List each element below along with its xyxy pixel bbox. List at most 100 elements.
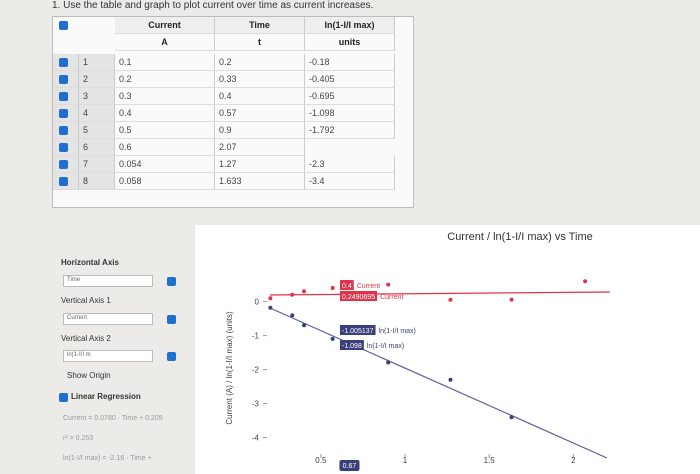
- table-cell: 0.33: [215, 71, 305, 88]
- ln-point: [290, 313, 295, 318]
- table-cell: 0.058: [115, 173, 215, 190]
- hover-name: Current: [357, 283, 380, 290]
- column-unit: A: [115, 34, 215, 51]
- fit-equation: r² = 0.253: [63, 435, 94, 442]
- current-point: [302, 289, 307, 294]
- panel-heading: Horizontal Axis: [61, 258, 119, 267]
- table-cell: 0.5: [115, 122, 215, 139]
- ln-point: [448, 377, 453, 382]
- hover-value: -1.098: [342, 343, 362, 350]
- row-index: 5: [79, 122, 115, 139]
- ln-point: [509, 415, 514, 420]
- hover-name: ln(1-I/I max): [367, 343, 404, 350]
- row-index: 3: [79, 88, 115, 105]
- hover-badge: [340, 291, 378, 301]
- checkbox-label: Linear Regression: [71, 392, 141, 401]
- axis-toggle: [167, 277, 176, 286]
- table-cell: -0.405: [305, 71, 395, 88]
- cursor-badge: [339, 460, 360, 471]
- ln-fit-line: [269, 307, 608, 459]
- axis-select: ln(1-I/I m: [63, 350, 153, 362]
- current-point: [330, 286, 335, 290]
- row-index: 4: [79, 105, 115, 122]
- row-checkbox: [59, 58, 68, 67]
- hover-badge: [340, 340, 364, 350]
- current-fit-line: [269, 291, 611, 296]
- panel-heading: Vertical Axis 2: [61, 334, 111, 343]
- ln-point: [386, 360, 391, 365]
- row-checkbox: [59, 143, 68, 152]
- y-tick-label: -1: [252, 332, 260, 341]
- row-index: 7: [79, 156, 115, 173]
- table-cell: 0.3: [115, 88, 215, 105]
- column-header: Current: [115, 17, 215, 34]
- table-cell: -0.695: [305, 88, 395, 105]
- row-index: 8: [79, 173, 115, 190]
- table-cell: 1.633: [215, 173, 305, 190]
- regression-checkbox: [59, 393, 68, 402]
- table-cell: -3.4: [305, 173, 395, 190]
- hover-name: Current: [380, 294, 403, 301]
- table-cell: 0.054: [115, 156, 215, 173]
- ln-point: [330, 336, 335, 341]
- current-point: [290, 292, 295, 297]
- row-checkbox: [59, 109, 68, 118]
- panel-heading: Vertical Axis 1: [61, 296, 111, 305]
- table-cell: 0.2: [215, 54, 305, 71]
- column-header: ln(1-I/I max): [305, 17, 395, 34]
- x-tick-label: 1: [403, 456, 408, 465]
- table-cell: 0.4: [215, 88, 305, 105]
- row-index: 6: [79, 139, 115, 156]
- axis-panel: Horizontal Axis Time Vertical Axis 1 Curren…: [55, 225, 195, 474]
- graph-area: [195, 225, 700, 474]
- table-cell: -1.098: [305, 105, 395, 122]
- row-checkbox: [59, 126, 68, 135]
- current-point: [386, 282, 391, 287]
- table-cell: -2.3: [305, 156, 395, 173]
- current-point: [509, 297, 514, 302]
- current-point: [448, 297, 453, 302]
- row-checkbox: [59, 92, 68, 101]
- row-index: 1: [79, 54, 115, 71]
- table-cell: 0.4: [115, 105, 215, 122]
- x-tick-label: 2: [571, 456, 576, 465]
- checkbox-label: Show Origin: [67, 371, 111, 380]
- fit-equation: Current = 0.0780 · Time + 0.205: [63, 415, 163, 422]
- axis-select: Time: [63, 275, 153, 287]
- axis-select: Current: [63, 313, 153, 325]
- row-checkbox: [59, 177, 68, 186]
- column-header: Time: [215, 17, 305, 34]
- column-unit: units: [305, 34, 395, 51]
- data-table: Current A Time t ln(1-I/I max) units 1 0.1 0.2 -0…: [52, 16, 414, 208]
- hover-value: -1.005137: [342, 328, 374, 335]
- table-cell: 2.07: [215, 139, 305, 156]
- x-tick-label: 0.5: [315, 456, 327, 465]
- x-tick-label: 1.5: [484, 456, 496, 465]
- header-checkbox: [59, 21, 68, 30]
- table-cell: -1.792: [305, 122, 395, 139]
- ln-point: [268, 305, 273, 310]
- hover-value: 0.2490695: [342, 294, 375, 301]
- table-cell: 0.57: [215, 105, 305, 122]
- y-tick-label: -4: [252, 434, 260, 443]
- y-axis-label: Current (A) / ln(1-I/I max) (units): [225, 311, 234, 425]
- row-checkbox: [59, 160, 68, 169]
- table-cell: 1.27: [215, 156, 305, 173]
- table-cell: 0.6: [115, 139, 215, 156]
- row-checkbox: [59, 75, 68, 84]
- hover-badge: [340, 325, 376, 335]
- y-tick-label: -2: [252, 366, 260, 375]
- current-point: [268, 296, 273, 301]
- y-tick-label: 0: [255, 298, 260, 307]
- hover-value: 0.4: [342, 283, 352, 290]
- axis-toggle: [167, 315, 176, 324]
- table-cell: 0.2: [115, 71, 215, 88]
- ln-point: [302, 323, 307, 328]
- fit-equation: ln(1-I/I max) = -2.16 · Time +: [63, 455, 152, 462]
- hover-name: ln(1-I/I max): [379, 328, 416, 335]
- graph-title: Current / ln(1-I/I max) vs Time: [447, 231, 592, 243]
- hover-badge: [340, 280, 354, 290]
- cursor-label: 0.67: [343, 463, 357, 470]
- table-cell: -0.18: [305, 54, 395, 71]
